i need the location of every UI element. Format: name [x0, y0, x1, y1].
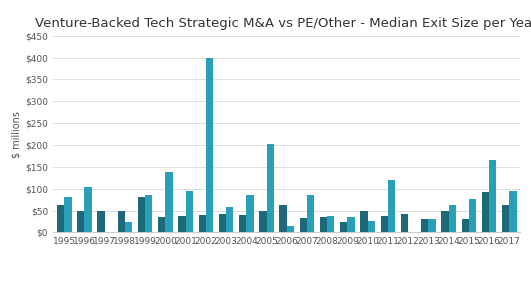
- Bar: [347, 217, 355, 232]
- Bar: [97, 211, 105, 232]
- Bar: [178, 216, 186, 232]
- Bar: [482, 192, 489, 232]
- Bar: [299, 218, 307, 232]
- Bar: [509, 191, 517, 232]
- Bar: [226, 207, 233, 232]
- Bar: [267, 144, 274, 232]
- Bar: [279, 205, 287, 232]
- Bar: [320, 217, 327, 232]
- Y-axis label: $ millions: $ millions: [11, 111, 21, 158]
- Bar: [361, 211, 367, 232]
- Bar: [340, 221, 347, 232]
- Bar: [388, 180, 395, 232]
- Bar: [469, 199, 476, 232]
- Bar: [145, 195, 152, 232]
- Bar: [125, 221, 132, 232]
- Bar: [429, 219, 435, 232]
- Bar: [489, 160, 496, 232]
- Bar: [307, 195, 314, 232]
- Bar: [77, 211, 84, 232]
- Bar: [239, 215, 246, 232]
- Bar: [138, 197, 145, 232]
- Bar: [441, 212, 449, 232]
- Bar: [206, 58, 213, 232]
- Title: Venture-Backed Tech Strategic M&A vs PE/Other - Median Exit Size per Year: Venture-Backed Tech Strategic M&A vs PE/…: [36, 17, 531, 30]
- Bar: [449, 205, 456, 232]
- Bar: [186, 191, 193, 232]
- Bar: [199, 215, 206, 232]
- Bar: [327, 216, 335, 232]
- Bar: [461, 219, 469, 232]
- Bar: [158, 217, 165, 232]
- Bar: [421, 219, 429, 232]
- Bar: [259, 211, 267, 232]
- Bar: [381, 216, 388, 232]
- Bar: [64, 198, 72, 232]
- Bar: [165, 172, 173, 232]
- Bar: [57, 205, 64, 232]
- Bar: [118, 211, 125, 232]
- Bar: [246, 195, 254, 232]
- Bar: [219, 214, 226, 232]
- Bar: [367, 221, 375, 232]
- Bar: [84, 187, 92, 232]
- Bar: [401, 214, 408, 232]
- Bar: [287, 226, 294, 232]
- Bar: [502, 205, 509, 232]
